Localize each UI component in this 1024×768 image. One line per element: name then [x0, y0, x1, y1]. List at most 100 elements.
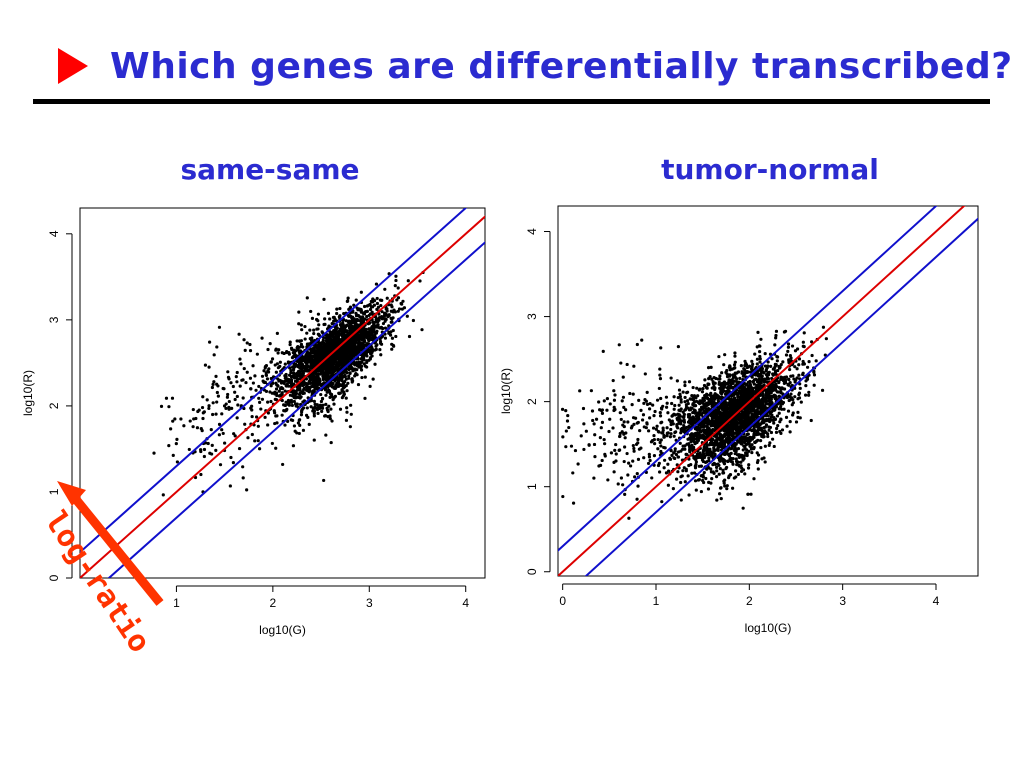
- scatter-point: [729, 459, 733, 463]
- scatter-point: [325, 408, 330, 412]
- scatter-point: [704, 476, 708, 481]
- scatter-point: [342, 311, 346, 316]
- scatter-point: [599, 408, 604, 413]
- scatter-point: [209, 428, 213, 432]
- scatter-point: [354, 311, 358, 315]
- scatter-point: [579, 434, 583, 438]
- scatter-point: [357, 361, 362, 365]
- point-cloud: [152, 270, 425, 497]
- scatter-point: [603, 454, 607, 458]
- scatter-point: [772, 421, 776, 425]
- scatter-point: [650, 439, 655, 443]
- scatter-point: [300, 369, 305, 373]
- scatter-point: [673, 413, 678, 417]
- scatter-point: [759, 426, 763, 430]
- scatter-point: [274, 347, 278, 351]
- scatter-point: [269, 360, 273, 364]
- scatter-point: [764, 423, 769, 427]
- scatter-point: [621, 483, 625, 487]
- scatter-point: [217, 422, 222, 427]
- scatter-point: [693, 479, 698, 483]
- scatter-point: [182, 424, 186, 428]
- scatter-point: [712, 401, 716, 405]
- scatter-point: [752, 432, 756, 436]
- scatter-point: [669, 427, 673, 432]
- scatter-point: [566, 413, 570, 418]
- scatter-point: [195, 426, 200, 430]
- scatter-point: [167, 443, 171, 448]
- scatter-point: [207, 365, 211, 369]
- scatter-point: [330, 394, 334, 398]
- scatter-point: [274, 391, 279, 395]
- scatter-point: [369, 305, 373, 309]
- scatter-point: [345, 299, 349, 304]
- scatter-point: [317, 323, 321, 327]
- scatter-point: [288, 342, 292, 347]
- scatter-point: [722, 442, 727, 446]
- scatter-point: [755, 451, 759, 455]
- scatter-point: [378, 348, 382, 352]
- scatter-point: [341, 325, 345, 330]
- scatter-point: [362, 362, 366, 366]
- scatter-point: [582, 447, 586, 452]
- scatter-point: [807, 393, 811, 397]
- scatter-point: [313, 406, 317, 410]
- scatter-point: [379, 303, 383, 308]
- scatter-point: [669, 449, 673, 453]
- scatter-point: [269, 399, 273, 404]
- scatter-point: [802, 331, 806, 335]
- scatter-point: [201, 411, 205, 415]
- scatter-point: [593, 433, 597, 437]
- scatter-point: [256, 424, 260, 428]
- scatter-point: [774, 336, 778, 340]
- panel-title-tumor-normal: tumor-normal: [661, 153, 879, 186]
- scatter-point: [365, 359, 369, 363]
- scatter-point: [358, 308, 362, 312]
- scatter-point: [368, 312, 373, 316]
- scatter-point: [608, 402, 612, 406]
- scatter-point: [390, 347, 394, 351]
- scatter-point: [769, 364, 773, 368]
- scatter-point: [709, 365, 713, 369]
- scatter-point: [258, 400, 262, 404]
- x-tick-label: 1: [173, 596, 180, 610]
- scatter-point: [603, 442, 607, 446]
- scatter-point: [668, 435, 672, 439]
- scatter-point: [777, 380, 781, 384]
- scatter-point: [705, 401, 709, 405]
- scatter-point: [344, 396, 348, 400]
- scatter-point: [701, 387, 705, 391]
- scatter-point: [775, 355, 780, 359]
- scatter-point: [774, 333, 778, 338]
- scatter-point: [653, 409, 657, 414]
- scatter-point: [706, 366, 711, 370]
- scatter-point: [321, 341, 325, 346]
- scatter-point: [346, 381, 350, 385]
- scatter-point: [205, 398, 209, 402]
- scatter-point: [290, 356, 295, 360]
- scatter-point: [751, 362, 755, 366]
- scatter-point: [383, 336, 388, 340]
- scatter-point: [319, 399, 324, 404]
- scatter-point: [616, 482, 620, 486]
- scatter-point: [316, 327, 320, 331]
- scatter-point: [747, 436, 752, 440]
- scatter-point: [561, 435, 565, 439]
- scatter-point: [331, 315, 336, 320]
- scatter-point: [332, 396, 336, 400]
- scatter-point: [775, 414, 780, 418]
- scatter-point: [745, 453, 749, 458]
- scatter-point: [686, 437, 690, 441]
- scatter-point: [390, 336, 395, 340]
- scatter-point: [678, 441, 682, 445]
- scatter-point: [636, 457, 641, 461]
- scatter-point: [600, 411, 605, 415]
- scatter-point: [310, 357, 314, 362]
- scatter-point: [665, 434, 669, 438]
- scatter-point: [274, 387, 279, 391]
- scatter-point: [773, 343, 777, 347]
- scatter-point: [315, 317, 319, 322]
- scatter-point: [694, 399, 699, 403]
- scatter-point: [380, 310, 384, 314]
- scatter-point: [245, 370, 249, 374]
